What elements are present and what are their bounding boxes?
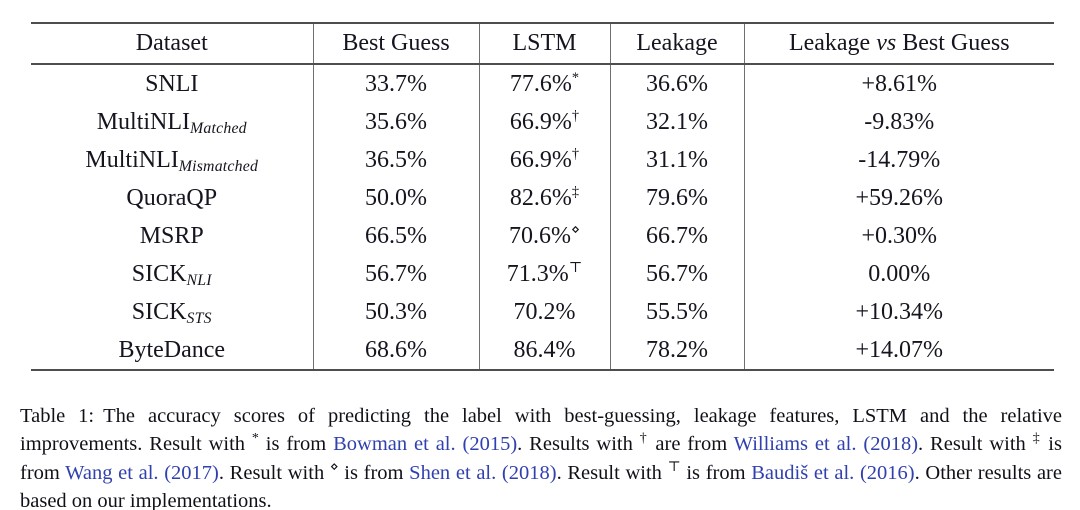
dataset-name: MSRP [139, 222, 204, 249]
delta-cell: +10.34% [743, 293, 1054, 331]
dataset-name: SICK [131, 298, 187, 325]
dataset-subscript: Mismatched [178, 157, 259, 175]
leakage-cell: 31.1% [609, 141, 744, 179]
table-row: MultiNLIMismatched 36.5% 66.9%† 31.1% -14.79… [31, 141, 1054, 179]
dataset-name: MultiNLI [96, 108, 191, 135]
dataset-cell: MultiNLIMatched [31, 103, 313, 141]
dataset-subscript: Matched [190, 119, 247, 137]
dataset-cell: SICKNLI [31, 255, 313, 293]
dataset-subscript: STS [186, 309, 212, 327]
dataset-name: SICK [131, 260, 187, 287]
dataset-name: QuoraQP [126, 184, 218, 211]
table-row: QuoraQP 50.0% 82.6%‡ 79.6% +59.26% [31, 179, 1054, 217]
dataset-cell: MultiNLIMismatched [31, 141, 313, 179]
lstm-cell: 86.4% [478, 331, 610, 370]
best-guess-cell: 66.5% [312, 217, 479, 255]
lstm-cell: 66.9%† [478, 103, 610, 141]
dataset-cell: SICKSTS [31, 293, 313, 331]
lstm-cell: 70.2% [478, 293, 610, 331]
table-row: MSRP 66.5% 70.6%⋄ 66.7% +0.30% [31, 217, 1054, 255]
leakage-cell: 32.1% [609, 103, 744, 141]
leakage-cell: 78.2% [609, 331, 744, 370]
table-header-row: Dataset Best Guess LSTM Leakage Leakage vs B… [31, 23, 1054, 65]
column-header-leakage-vs-best-guess: Leakage vs Best Guess [743, 23, 1054, 65]
citation-link[interactable]: Williams et al. (2018) [733, 433, 919, 455]
dataset-cell: QuoraQP [31, 179, 313, 217]
dataset-name: ByteDance [118, 336, 226, 363]
leakage-cell: 66.7% [609, 217, 744, 255]
citation-link[interactable]: Shen et al. (2018) [409, 461, 557, 484]
best-guess-cell: 50.0% [312, 179, 479, 217]
lstm-cell: 77.6%* [478, 64, 610, 103]
column-header-best-guess: Best Guess [312, 23, 479, 65]
footnote-marker: † [571, 107, 580, 124]
leakage-cell: 56.7% [609, 255, 744, 293]
lstm-cell: 70.6%⋄ [478, 217, 610, 255]
dataset-cell: SNLI [31, 64, 313, 103]
lstm-cell: 82.6%‡ [478, 179, 610, 217]
footnote-marker: ‡ [571, 183, 580, 200]
delta-cell: +8.61% [743, 64, 1054, 103]
column-header-dataset: Dataset [31, 23, 313, 65]
best-guess-cell: 50.3% [312, 293, 479, 331]
dataset-name: SNLI [145, 70, 199, 97]
citation-link[interactable]: Wang et al. (2017) [65, 461, 219, 484]
best-guess-cell: 36.5% [312, 141, 479, 179]
footnote-marker: ⊤ [568, 259, 583, 276]
delta-cell: -9.83% [743, 103, 1054, 141]
dataset-cell: MSRP [31, 217, 313, 255]
table-row: SICKNLI 56.7% 71.3%⊤ 56.7% 0.00% [31, 255, 1054, 293]
leakage-cell: 79.6% [609, 179, 744, 217]
leakage-cell: 55.5% [609, 293, 744, 331]
delta-cell: +14.07% [743, 331, 1054, 370]
footnote-marker: ⋄ [570, 221, 580, 238]
lstm-cell: 66.9%† [478, 141, 610, 179]
table-row: SICKSTS 50.3% 70.2% 55.5% +10.34% [31, 293, 1054, 331]
footnote-marker: † [571, 145, 580, 162]
table-row: SNLI 33.7% 77.6%* 36.6% +8.61% [31, 64, 1054, 103]
delta-cell: 0.00% [743, 255, 1054, 293]
delta-cell: +59.26% [743, 179, 1054, 217]
best-guess-cell: 33.7% [312, 64, 479, 103]
citation-link[interactable]: Baudiš et al. (2016) [751, 461, 915, 484]
column-header-leakage: Leakage [609, 23, 744, 65]
table-row: ByteDance 68.6% 86.4% 78.2% +14.07% [31, 331, 1054, 370]
dataset-cell: ByteDance [31, 331, 313, 370]
citation-link[interactable]: Bowman et al. (2015) [333, 433, 518, 455]
best-guess-cell: 68.6% [312, 331, 479, 370]
footnote-marker: * [571, 69, 580, 86]
leakage-cell: 36.6% [609, 64, 744, 103]
best-guess-cell: 56.7% [312, 255, 479, 293]
column-header-lstm: LSTM [478, 23, 610, 65]
delta-cell: -14.79% [743, 141, 1054, 179]
results-table: Dataset Best Guess LSTM Leakage Leakage vs B… [31, 22, 1054, 371]
best-guess-cell: 35.6% [312, 103, 479, 141]
table-row: MultiNLIMatched 35.6% 66.9%† 32.1% -9.83% [31, 103, 1054, 141]
dataset-subscript: NLI [186, 271, 212, 289]
lstm-cell: 71.3%⊤ [478, 255, 610, 293]
delta-cell: +0.30% [743, 217, 1054, 255]
table-caption: Table 1: The accuracy scores of predictin… [20, 404, 1062, 510]
caption-label: Table 1: [20, 404, 95, 427]
dataset-name: MultiNLI [85, 146, 179, 173]
